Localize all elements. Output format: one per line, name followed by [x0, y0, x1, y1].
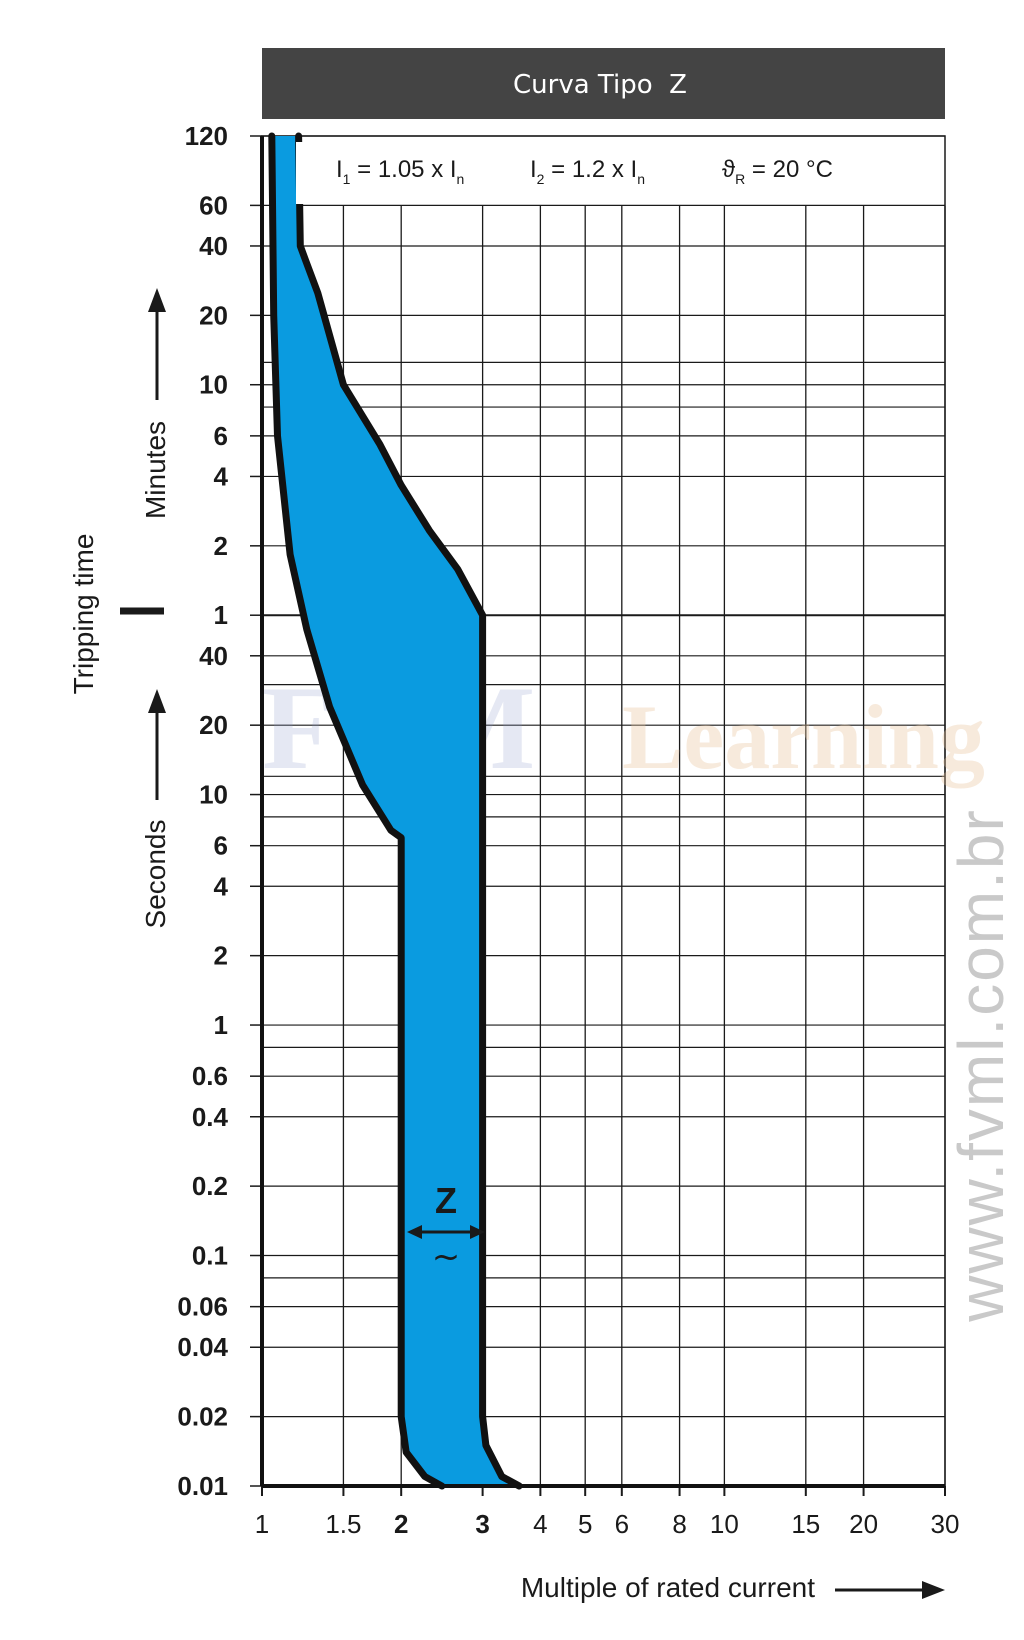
param-i2: I2 = 1.2 x In: [530, 156, 645, 187]
tripping-band: [268, 132, 523, 1490]
y-tick-label: 0.06: [177, 1292, 228, 1322]
double-arrow-icon: [407, 1225, 485, 1239]
y-axis-label: Tripping time: [68, 534, 99, 695]
y-tick-label: 10: [199, 780, 228, 810]
title-bar: [262, 48, 945, 119]
seconds-label: Seconds: [140, 820, 171, 929]
param-i1: I1 = 1.05 x In: [336, 156, 464, 187]
upper-bound-curve: [295, 132, 523, 1490]
y-tick-label: 0.1: [192, 1241, 228, 1271]
watermark-url: www.fvml.com.br: [945, 808, 1017, 1323]
y-tick-label: 1: [214, 600, 228, 630]
minutes-label: Minutes: [140, 421, 171, 519]
y-tick-label: 0.4: [192, 1102, 229, 1132]
y-tick-label: 4: [214, 461, 229, 491]
x-tick-label: 20: [849, 1509, 878, 1539]
x-axis-arrow-icon: [835, 1581, 945, 1599]
y-tick-label: 10: [199, 370, 228, 400]
y-tick-label: 0.2: [192, 1171, 228, 1201]
x-tick-label: 1.5: [325, 1509, 361, 1539]
y-tick-label: 20: [199, 710, 228, 740]
x-tick-label: 3: [475, 1509, 489, 1539]
y-tick-label: 2: [214, 531, 228, 561]
band-label-group: Z ~: [407, 1180, 485, 1277]
parameter-row: I1 = 1.05 x In I2 = 1.2 x In ϑR = 20 °C: [296, 142, 926, 204]
y-tick-label: 20: [199, 300, 228, 330]
x-tick-label: 15: [791, 1509, 820, 1539]
x-tick-label: 10: [710, 1509, 739, 1539]
y-tick-label: 40: [199, 231, 228, 261]
plot-frame: [261, 135, 946, 1487]
y-tick-label: 0.04: [177, 1332, 228, 1362]
y-tick-label: 60: [199, 190, 228, 220]
y-tick-label: 4: [214, 871, 229, 901]
x-tick-label: 2: [394, 1509, 408, 1539]
tripping-band-fill: [271, 136, 520, 1486]
y-tick-label: 6: [214, 421, 228, 451]
x-tick-label: 30: [931, 1509, 960, 1539]
y-tick-label: 120: [185, 121, 228, 151]
watermark-learning: Learning: [622, 686, 985, 788]
band-label: Z: [435, 1180, 457, 1221]
lower-bound-curve: [268, 132, 446, 1490]
y-tick-label: 0.6: [192, 1061, 228, 1091]
y-tick-label: 1: [214, 1010, 228, 1040]
x-tick-label: 8: [672, 1509, 686, 1539]
x-tick-label: 1: [255, 1509, 269, 1539]
y-tick-label: 2: [214, 941, 228, 971]
x-tick-label: 4: [533, 1509, 547, 1539]
y-tick-label: 40: [199, 641, 228, 671]
y-tick-label: 6: [214, 831, 228, 861]
param-theta: ϑR = 20 °C: [722, 156, 833, 187]
y-tick-label: 0.01: [177, 1471, 228, 1501]
seconds-arrow-icon: [148, 689, 166, 800]
axis-ticks: 1 1.5 2 3 4 5 6 8 10 15 20 301206040201064214020106…: [177, 121, 959, 1539]
y-tick-label: 0.02: [177, 1402, 228, 1432]
grid: [261, 135, 946, 1487]
minutes-arrow-icon: [148, 288, 166, 400]
x-tick-label: 6: [615, 1509, 629, 1539]
x-tick-label: 5: [578, 1509, 592, 1539]
band-label-symbol: ~: [432, 1237, 461, 1277]
x-axis-label: Multiple of rated current: [521, 1572, 815, 1603]
chart-title: Curva Tipo Z: [513, 70, 687, 100]
